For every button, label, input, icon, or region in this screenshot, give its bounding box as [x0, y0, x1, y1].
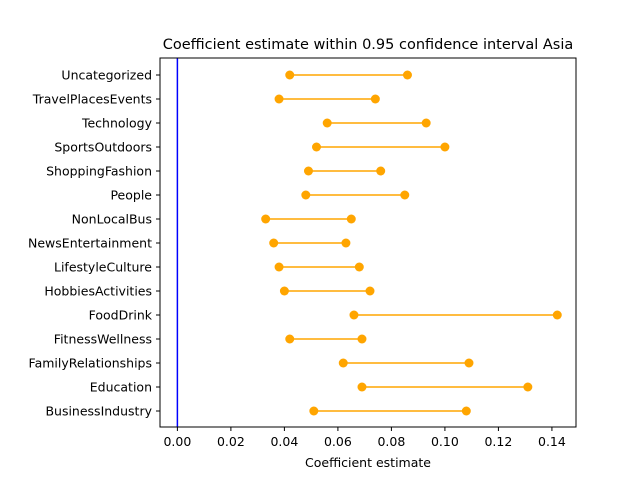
- y-tick-label: HobbiesActivities: [44, 284, 152, 299]
- x-tick-label: 0.12: [484, 434, 512, 449]
- y-tick-label: Uncategorized: [61, 68, 152, 83]
- ci-lower-point: [312, 142, 322, 152]
- y-tick-label: Education: [90, 380, 152, 395]
- y-tick-label: SportsOutdoors: [54, 140, 152, 155]
- ci-upper-point: [523, 382, 533, 392]
- x-tick-label: 0.02: [217, 434, 245, 449]
- x-axis: 0.00 0.02 0.04 0.06 0.08 0.10 0.12 0.14: [163, 427, 566, 449]
- chart-title: Coefficient estimate within 0.95 confide…: [163, 37, 574, 53]
- y-tick-label: NewsEntertainment: [28, 236, 152, 251]
- ci-lower-point: [338, 358, 348, 368]
- ci-upper-point: [552, 310, 562, 320]
- ci-lower-point: [261, 214, 271, 224]
- y-tick-label: FamilyRelationships: [29, 356, 152, 371]
- ci-upper-point: [440, 142, 450, 152]
- y-tick-label: TravelPlacesEvents: [32, 92, 152, 107]
- y-axis: Uncategorized TravelPlacesEvents Technolog…: [28, 68, 160, 419]
- ci-lower-point: [303, 166, 313, 176]
- x-tick-label: 0.06: [324, 434, 352, 449]
- x-tick-label: 0.10: [431, 434, 459, 449]
- x-tick-label: 0.08: [377, 434, 405, 449]
- ci-upper-point: [402, 70, 412, 80]
- x-tick-label: 0.14: [538, 434, 566, 449]
- ci-upper-point: [400, 190, 410, 200]
- ci-upper-point: [341, 238, 351, 248]
- ci-upper-point: [370, 94, 380, 104]
- ci-upper-point: [376, 166, 386, 176]
- ci-upper-point: [464, 358, 474, 368]
- ci-lower-point: [309, 406, 319, 416]
- x-tick-label: 0.00: [163, 434, 191, 449]
- plot-area: [176, 58, 562, 427]
- y-tick-label: People: [110, 188, 152, 203]
- y-tick-label: BusinessIndustry: [45, 404, 152, 419]
- ci-upper-point: [354, 262, 364, 272]
- y-tick-label: ShoppingFashion: [46, 164, 152, 179]
- ci-lower-point: [274, 94, 284, 104]
- ci-upper-point: [346, 214, 356, 224]
- ci-upper-point: [461, 406, 471, 416]
- y-tick-label: LifestyleCulture: [54, 260, 152, 275]
- y-tick-label: NonLocalBus: [72, 212, 152, 227]
- x-axis-label: Coefficient estimate: [305, 455, 431, 470]
- ci-lower-point: [285, 334, 295, 344]
- ci-lower-point: [285, 70, 295, 80]
- ci-lower-point: [349, 310, 359, 320]
- y-tick-label: FitnessWellness: [54, 332, 152, 347]
- ci-lower-point: [357, 382, 367, 392]
- x-tick-label: 0.04: [270, 434, 298, 449]
- ci-lower-point: [322, 118, 332, 128]
- y-tick-label: Technology: [81, 116, 153, 131]
- ci-upper-point: [421, 118, 431, 128]
- ci-lower-point: [274, 262, 284, 272]
- plot-frame: [159, 57, 577, 428]
- y-tick-label: FoodDrink: [89, 308, 153, 323]
- ci-upper-point: [357, 334, 367, 344]
- ci-lower-point: [269, 238, 279, 248]
- ci-lower-point: [279, 286, 289, 296]
- ci-upper-point: [365, 286, 375, 296]
- ci-lower-point: [301, 190, 311, 200]
